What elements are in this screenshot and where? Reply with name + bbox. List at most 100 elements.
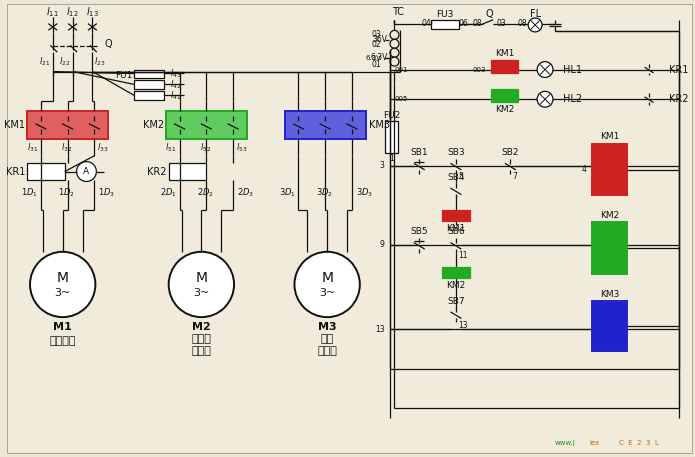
Text: KM2: KM2 (600, 211, 619, 220)
Text: $\it{l}_{13}$: $\it{l}_{13}$ (86, 5, 99, 19)
Text: 7: 7 (512, 172, 517, 181)
Text: C  E  2  3  L: C E 2 3 L (619, 440, 659, 446)
Text: 3~: 3~ (193, 288, 209, 298)
Circle shape (295, 252, 360, 317)
Text: 3: 3 (379, 161, 384, 170)
Circle shape (169, 252, 234, 317)
Text: $\it{l}_{43}$: $\it{l}_{43}$ (170, 67, 181, 80)
Text: 001: 001 (395, 67, 408, 73)
Text: SB6: SB6 (447, 228, 465, 236)
Bar (491, 89, 518, 102)
Circle shape (390, 48, 399, 57)
Text: $2\it{D}_3$: $2\it{D}_3$ (237, 186, 254, 199)
Text: 3~: 3~ (55, 288, 71, 298)
Text: KR1: KR1 (669, 64, 688, 74)
Text: $1\it{D}_3$: $1\it{D}_3$ (99, 186, 115, 199)
Text: KM1: KM1 (600, 133, 619, 141)
Text: 01: 01 (372, 60, 382, 69)
Text: SB3: SB3 (447, 148, 465, 157)
Bar (442, 210, 470, 221)
Text: $\it{l}_{53}$: $\it{l}_{53}$ (236, 142, 247, 154)
Text: 1: 1 (389, 154, 394, 163)
Text: $\it{l}_{21}$: $\it{l}_{21}$ (39, 55, 50, 68)
Bar (284, 111, 366, 139)
Text: iex: iex (589, 440, 600, 446)
Text: M2: M2 (192, 322, 211, 332)
Bar (134, 80, 164, 89)
Text: $1\it{D}_2$: $1\it{D}_2$ (58, 186, 75, 199)
Text: $3\it{D}_3$: $3\it{D}_3$ (356, 186, 373, 199)
Text: 4: 4 (582, 165, 587, 174)
Text: KR2: KR2 (147, 166, 167, 176)
Text: 02: 02 (372, 40, 382, 49)
Bar (491, 59, 518, 73)
Circle shape (390, 57, 399, 66)
Text: Q: Q (486, 9, 493, 19)
Text: KM1: KM1 (4, 120, 25, 130)
Text: 6.3V: 6.3V (366, 55, 382, 61)
Circle shape (390, 39, 399, 48)
Text: SB5: SB5 (411, 228, 428, 236)
Text: A: A (83, 167, 90, 176)
Text: 11: 11 (458, 251, 467, 260)
Text: 主电动机: 主电动机 (49, 336, 76, 346)
Text: 电动机: 电动机 (191, 346, 211, 356)
Text: 08: 08 (518, 20, 527, 28)
Text: $\it{l}_{42}$: $\it{l}_{42}$ (170, 78, 181, 90)
Bar (27, 163, 65, 181)
Text: $\it{l}_{33}$: $\it{l}_{33}$ (97, 142, 108, 154)
Text: 电动机: 电动机 (317, 346, 337, 356)
Bar (431, 20, 459, 29)
Circle shape (537, 62, 553, 77)
Text: $\it{l}_{23}$: $\it{l}_{23}$ (95, 55, 106, 68)
Text: KM2: KM2 (495, 105, 514, 114)
Text: $\it{l}_{31}$: $\it{l}_{31}$ (26, 142, 38, 154)
Text: 04: 04 (421, 20, 431, 28)
Text: www.j: www.j (555, 440, 576, 446)
Text: M: M (195, 271, 207, 285)
Text: M: M (321, 271, 333, 285)
Bar (134, 91, 164, 100)
Text: 6.3V: 6.3V (370, 53, 388, 62)
Text: $1\it{D}_1$: $1\it{D}_1$ (21, 186, 38, 199)
Text: SB1: SB1 (411, 148, 428, 157)
Bar (442, 266, 470, 277)
Text: Q: Q (104, 39, 112, 49)
Text: HL2: HL2 (563, 94, 582, 104)
Text: KM3: KM3 (600, 290, 619, 299)
Text: KM2: KM2 (142, 120, 164, 130)
Bar (165, 111, 247, 139)
Text: 13: 13 (375, 324, 384, 334)
Text: 06: 06 (459, 20, 468, 28)
Text: FU3: FU3 (436, 10, 454, 19)
Circle shape (390, 31, 399, 39)
Text: $\it{l}_{11}$: $\it{l}_{11}$ (47, 5, 59, 19)
Circle shape (76, 162, 97, 181)
Bar (384, 121, 398, 153)
Text: SB2: SB2 (502, 148, 519, 157)
Text: $\it{l}_{51}$: $\it{l}_{51}$ (165, 142, 177, 154)
Text: $3\it{D}_1$: $3\it{D}_1$ (279, 186, 295, 199)
Text: KR2: KR2 (669, 94, 688, 104)
Text: $2\it{D}_1$: $2\it{D}_1$ (160, 186, 177, 199)
Text: 3~: 3~ (319, 288, 335, 298)
Text: FL: FL (530, 9, 541, 19)
Text: M: M (57, 271, 69, 285)
Text: 9: 9 (379, 240, 384, 250)
Text: SB4: SB4 (447, 173, 465, 182)
Text: 003: 003 (472, 67, 486, 73)
Bar (591, 222, 628, 274)
Text: 快速: 快速 (320, 334, 334, 344)
Text: 36V: 36V (373, 35, 388, 44)
Bar (169, 163, 206, 181)
Circle shape (528, 18, 542, 32)
Text: 5: 5 (458, 172, 463, 181)
Bar (27, 111, 108, 139)
Text: $\it{l}_{32}$: $\it{l}_{32}$ (61, 142, 72, 154)
Bar (591, 301, 628, 351)
Text: FU2: FU2 (383, 111, 400, 120)
Text: 08: 08 (473, 20, 482, 28)
Circle shape (30, 252, 95, 317)
Text: KR1: KR1 (6, 166, 25, 176)
Text: $\it{l}_{12}$: $\it{l}_{12}$ (66, 5, 79, 19)
